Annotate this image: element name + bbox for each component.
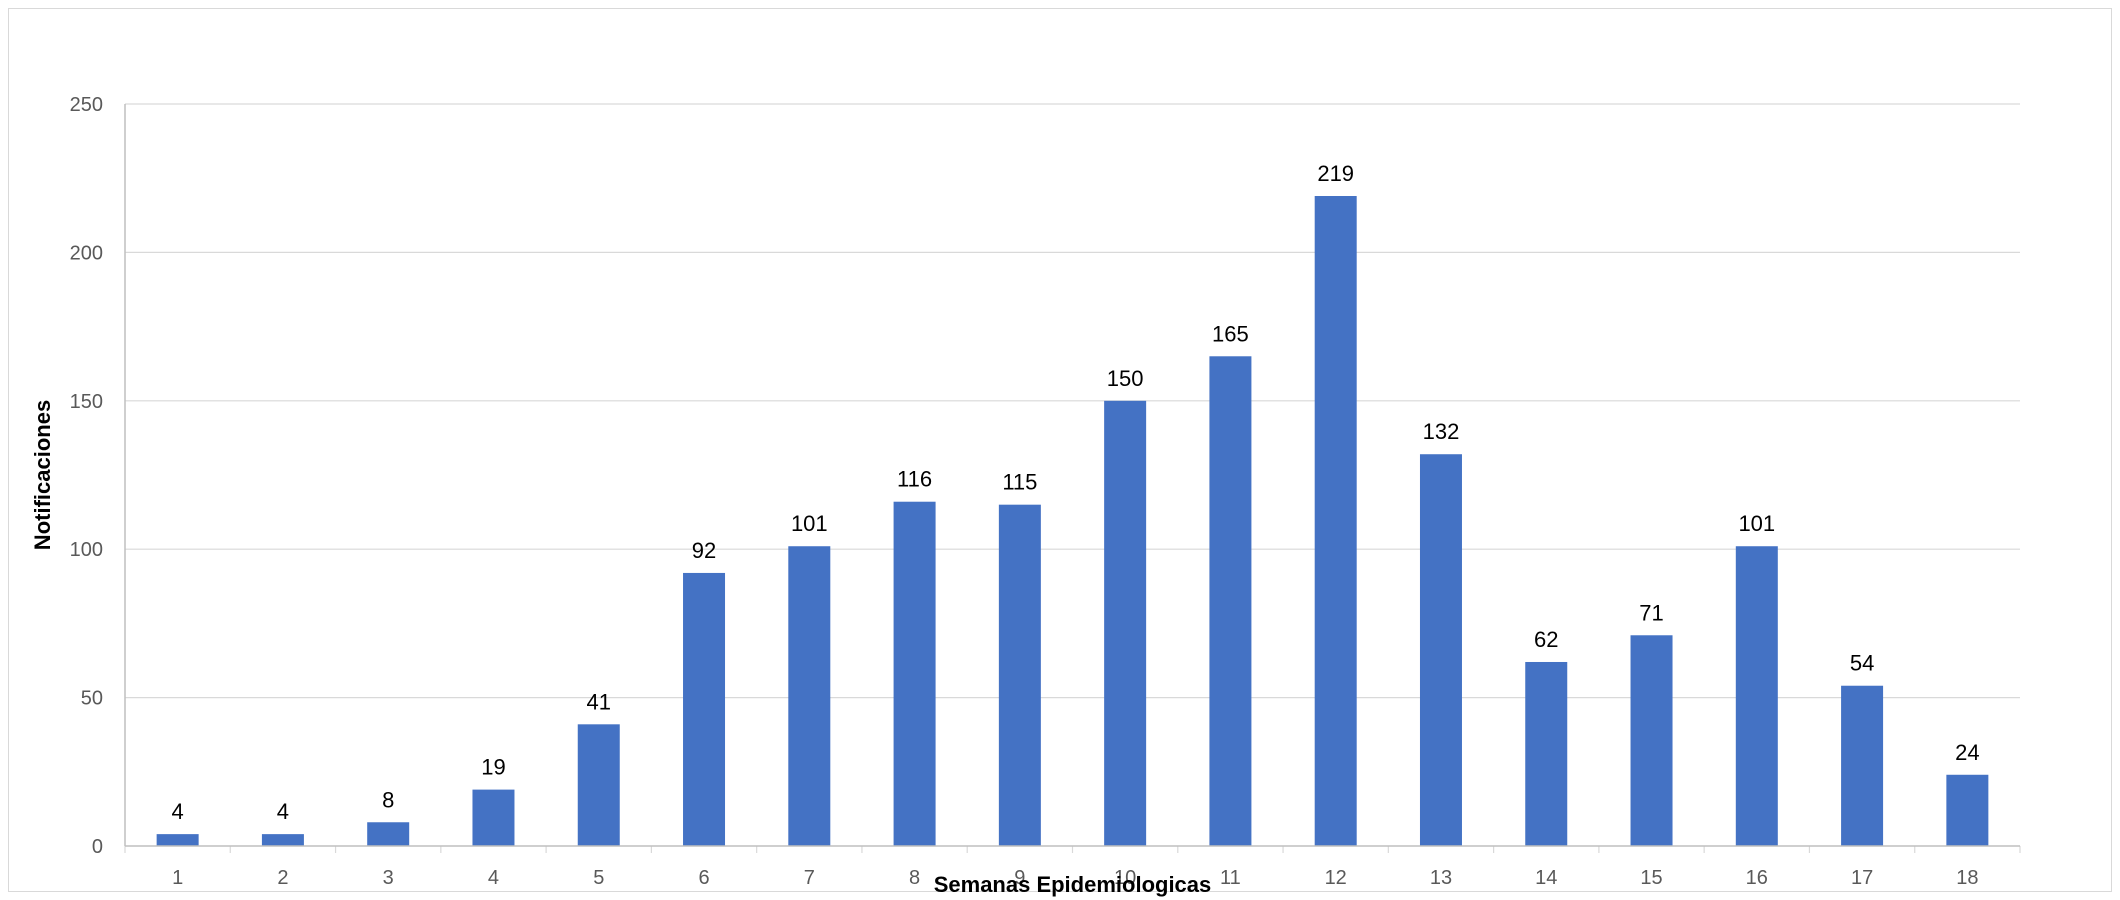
x-tick-label: 17: [1851, 867, 1873, 889]
x-tick-label: 12: [1325, 867, 1347, 889]
x-tick-label: 13: [1430, 867, 1452, 889]
bar: [1525, 661, 1568, 846]
y-axis-ticks: 0 50 100 150 200 250: [70, 94, 103, 858]
x-axis-title: Semanas Epidemiologicas: [934, 872, 1212, 897]
y-tick-label: 200: [70, 242, 103, 264]
x-tick-label: 14: [1535, 867, 1557, 889]
x-tick-label: 4: [488, 867, 499, 889]
x-axis-ticks: 1 2 3 4 5 6 7 8 9 10 11 12 13 14 15 16 17 18: [124, 846, 2021, 889]
x-tick-label: 9: [1014, 867, 1025, 889]
bar: [577, 724, 620, 846]
y-tick-label: 100: [70, 539, 103, 561]
x-tick-label: 2: [277, 867, 288, 889]
y-tick-label: 0: [92, 836, 103, 858]
bar: [893, 501, 936, 846]
data-label: 101: [791, 511, 828, 536]
x-tick-label: 15: [1640, 867, 1662, 889]
data-label: 4: [277, 799, 289, 824]
data-labels: 4 4 8 19 41 92 101 116 115 150 165 219 132 62 71 101 54 2…: [172, 161, 1980, 824]
bars: [156, 196, 1989, 846]
bar: [1946, 774, 1989, 846]
y-tick-label: 250: [70, 94, 103, 116]
bar: [788, 546, 831, 846]
data-label: 41: [587, 689, 611, 714]
data-label: 4: [172, 799, 184, 824]
bar: [1630, 635, 1673, 846]
bar: [1735, 546, 1778, 846]
bar: [1841, 685, 1884, 846]
x-tick-label: 18: [1956, 867, 1978, 889]
x-tick-label: 7: [804, 867, 815, 889]
y-tick-label: 150: [70, 391, 103, 413]
data-label: 116: [897, 467, 932, 492]
data-label: 219: [1317, 161, 1354, 186]
data-label: 92: [692, 538, 716, 563]
bar: [998, 504, 1041, 846]
data-label: 132: [1423, 419, 1460, 444]
x-tick-label: 1: [172, 867, 183, 889]
data-label: 101: [1738, 511, 1775, 536]
bar: [261, 834, 304, 846]
data-label: 115: [1002, 470, 1037, 495]
x-tick-label: 11: [1220, 867, 1241, 889]
data-label: 150: [1107, 366, 1144, 391]
x-tick-label: 5: [593, 867, 604, 889]
bar: [1104, 400, 1147, 846]
data-label: 71: [1639, 600, 1663, 625]
bar: [1419, 454, 1462, 846]
y-tick-label: 50: [81, 688, 103, 710]
data-label: 19: [481, 755, 505, 780]
bar: [156, 834, 199, 846]
bar: [1314, 196, 1357, 846]
data-label: 62: [1534, 627, 1558, 652]
data-label: 54: [1850, 651, 1874, 676]
bar: [683, 572, 726, 846]
y-axis-title: Notificaciones: [30, 400, 55, 550]
bar: [367, 822, 410, 846]
data-label: 24: [1955, 740, 1979, 765]
x-tick-label: 16: [1746, 867, 1768, 889]
x-tick-label: 3: [383, 867, 394, 889]
x-tick-label: 8: [909, 867, 920, 889]
bar: [472, 789, 515, 846]
data-label: 165: [1212, 321, 1249, 346]
x-tick-label: 6: [698, 867, 709, 889]
bar: [1209, 356, 1252, 846]
gridlines: [125, 103, 2020, 699]
x-tick-label: 10: [1114, 867, 1136, 889]
data-label: 8: [382, 787, 394, 812]
